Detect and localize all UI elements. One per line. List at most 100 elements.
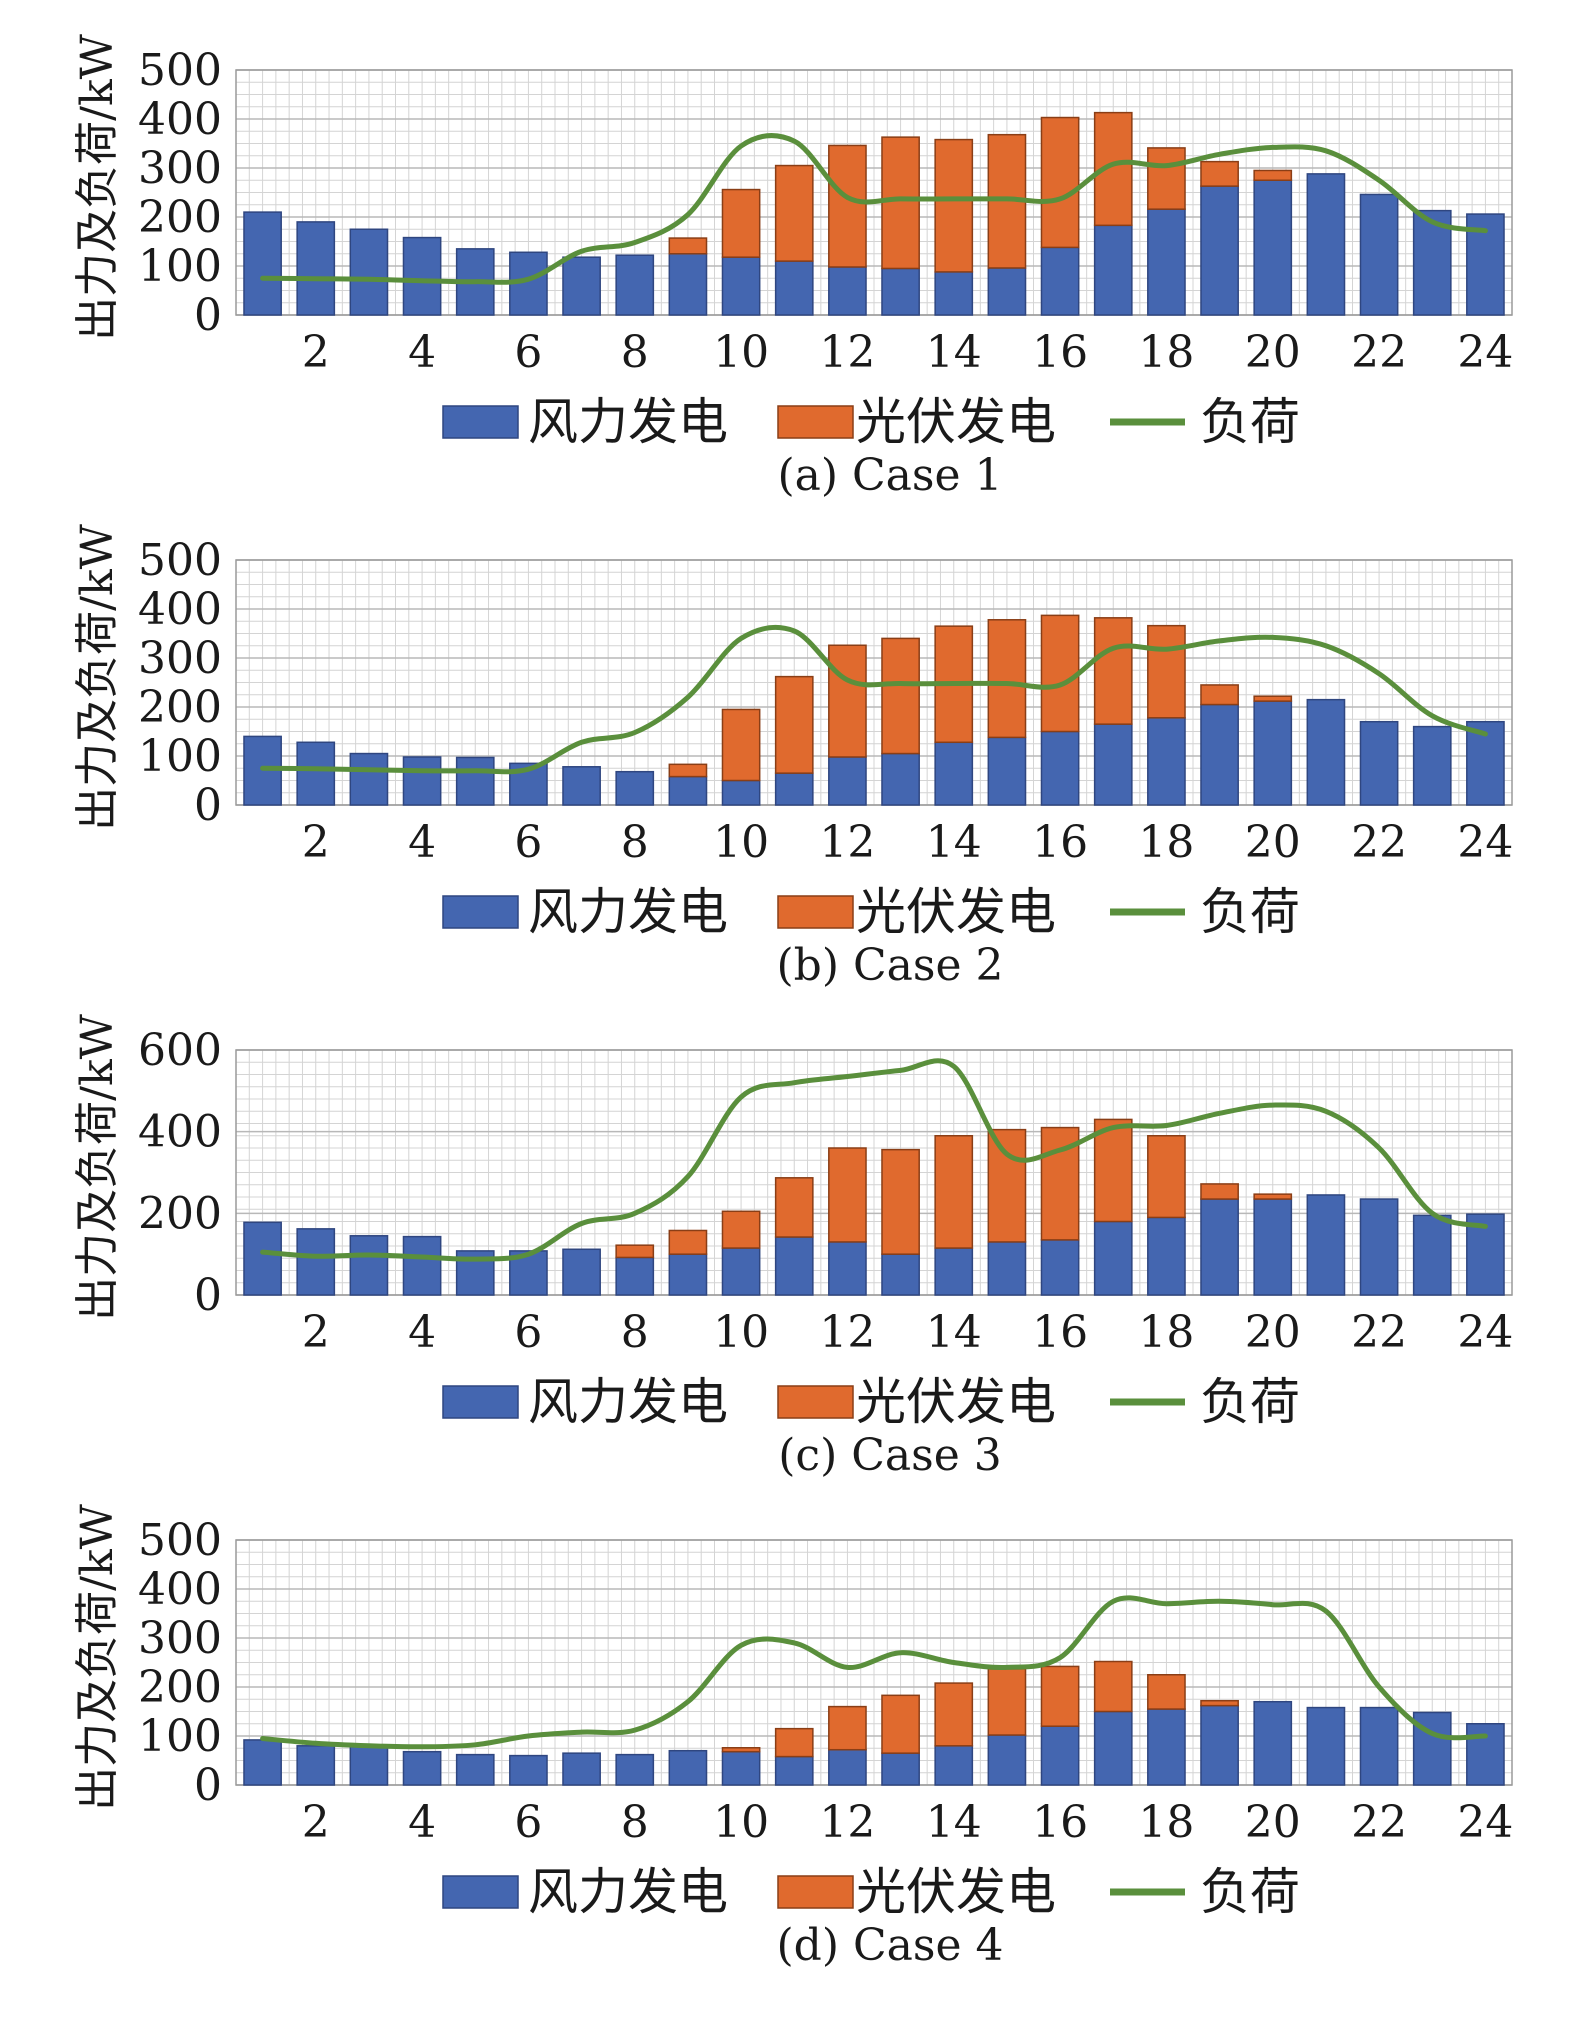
- bar-wind: [349, 752, 389, 806]
- legend-swatch-wind: [442, 1385, 519, 1419]
- bar-pv: [774, 164, 814, 262]
- load-line: [260, 1595, 1488, 1750]
- y-axis-label: 出力及负荷/kW: [72, 523, 123, 830]
- bar-wind: [774, 772, 814, 806]
- x-tick-label: 18: [1138, 327, 1194, 378]
- y-tick-label: 200: [138, 1188, 222, 1239]
- bar-wind: [1200, 1704, 1239, 1786]
- bar-wind: [509, 1754, 548, 1786]
- bar-wind: [1359, 193, 1399, 316]
- x-tick-label: 10: [713, 327, 769, 378]
- y-tick-label: 600: [138, 1025, 222, 1076]
- bar-wind: [562, 766, 601, 806]
- x-tick-label: 14: [926, 327, 982, 378]
- bar-wind: [828, 1748, 867, 1786]
- y-tick-label: 0: [194, 290, 222, 341]
- x-tick-label: 20: [1245, 1307, 1301, 1358]
- bar-pv: [1200, 160, 1239, 187]
- x-tick-label: 24: [1457, 1307, 1513, 1358]
- bars: [243, 614, 1505, 806]
- x-tick-label: 22: [1351, 1797, 1407, 1848]
- bar-wind: [562, 1248, 601, 1296]
- bar-wind: [1040, 1239, 1080, 1296]
- bar-wind: [1147, 1708, 1186, 1786]
- legend-label-pv: 光伏发电: [856, 393, 1056, 451]
- bar-pv: [668, 763, 708, 778]
- bar-wind: [1040, 246, 1080, 316]
- bar-wind: [828, 756, 867, 806]
- legend: 风力发电 光伏发电 负荷: [442, 883, 1300, 941]
- legend-swatch-wind: [442, 1875, 519, 1909]
- bar-pv: [1040, 1665, 1080, 1727]
- bar-pv: [934, 138, 974, 273]
- y-tick-label: 400: [138, 94, 222, 145]
- y-axis-label: 出力及负荷/kW: [72, 1503, 123, 1810]
- x-tick-label: 10: [713, 1307, 769, 1358]
- bar-pv: [1040, 614, 1080, 733]
- x-tick-label: 12: [819, 1797, 875, 1848]
- y-tick-label: 200: [138, 682, 222, 733]
- bar-pv: [828, 644, 867, 758]
- bar-wind: [349, 228, 389, 316]
- bar-wind: [881, 752, 920, 806]
- bar-wind: [774, 260, 814, 316]
- bar-wind: [668, 1749, 708, 1786]
- bar-pv: [934, 1682, 974, 1747]
- bar-pv: [881, 1148, 920, 1255]
- x-tick-label: 22: [1351, 327, 1407, 378]
- bar-pv: [1093, 1118, 1133, 1223]
- y-tick-label: 400: [138, 584, 222, 635]
- bar-wind: [934, 271, 974, 316]
- x-tick-label: 2: [302, 1307, 330, 1358]
- x-tick-label: 14: [926, 1307, 982, 1358]
- bar-wind: [668, 253, 708, 316]
- x-tick-label: 6: [514, 1307, 542, 1358]
- bar-pv: [615, 1244, 655, 1259]
- bar-pv: [721, 1210, 761, 1249]
- legend-label-wind: 风力发电: [528, 393, 728, 451]
- x-tick-label: 2: [302, 817, 330, 868]
- bar-wind: [1253, 1198, 1293, 1296]
- bar-wind: [1093, 723, 1133, 806]
- x-tick-label: 12: [819, 1307, 875, 1358]
- bar-wind: [934, 1745, 974, 1786]
- bar-wind: [721, 1750, 761, 1786]
- x-tick-label: 6: [514, 327, 542, 378]
- legend-swatch-pv: [777, 1385, 854, 1419]
- bar-wind: [668, 775, 708, 806]
- bar-wind: [987, 1734, 1027, 1786]
- y-tick-label: 400: [138, 1564, 222, 1615]
- x-tick-label: 22: [1351, 817, 1407, 868]
- bar-pv: [774, 1177, 814, 1238]
- legend-label-pv: 光伏发电: [856, 883, 1056, 941]
- bar-wind: [1093, 1220, 1133, 1296]
- bar-pv: [987, 619, 1027, 739]
- y-tick-label: 0: [194, 1760, 222, 1811]
- bar-wind: [828, 266, 867, 316]
- bar-wind: [1253, 1700, 1293, 1786]
- bar-pv: [774, 675, 814, 774]
- bar-wind: [562, 256, 601, 316]
- bar-pv: [774, 1727, 814, 1758]
- bar-wind: [1359, 1706, 1399, 1786]
- x-tick-label: 10: [713, 1797, 769, 1848]
- bar-pv: [881, 637, 920, 755]
- y-tick-label: 100: [138, 241, 222, 292]
- x-tick-label: 6: [514, 817, 542, 868]
- bar-wind: [987, 267, 1027, 316]
- bar-pv: [721, 1747, 761, 1753]
- y-tick-label: 100: [138, 1711, 222, 1762]
- x-tick-label: 12: [819, 817, 875, 868]
- y-tick-label: 100: [138, 731, 222, 782]
- y-tick-label: 200: [138, 1662, 222, 1713]
- x-tick-label: 4: [408, 817, 436, 868]
- bar-wind: [881, 1253, 920, 1296]
- legend-label-load: 负荷: [1200, 1863, 1300, 1921]
- plot-frame: [235, 1049, 1513, 1296]
- x-tick-label: 12: [819, 327, 875, 378]
- bar-pv: [1040, 116, 1080, 249]
- bar-wind: [455, 756, 495, 806]
- bar-wind: [1200, 703, 1239, 806]
- x-tick-label: 2: [302, 1797, 330, 1848]
